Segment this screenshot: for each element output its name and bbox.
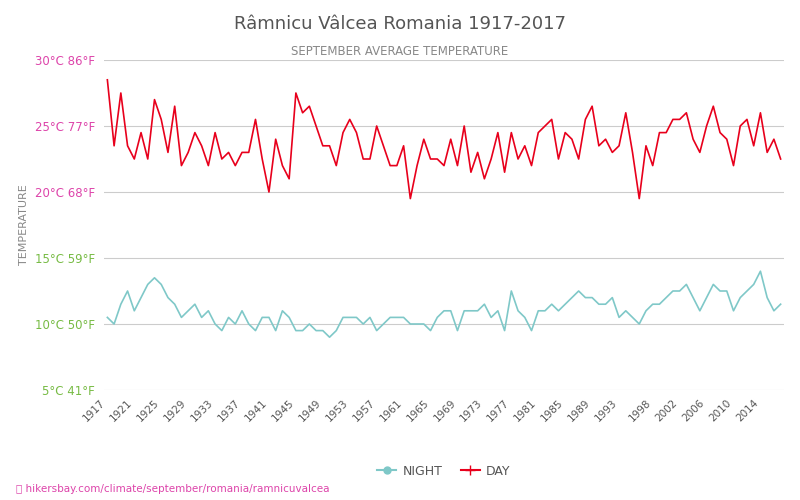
Legend: NIGHT, DAY: NIGHT, DAY	[373, 460, 515, 483]
Text: 📍 hikersbay.com/climate/september/romania/ramnicuvalcea: 📍 hikersbay.com/climate/september/romani…	[16, 484, 330, 494]
Text: SEPTEMBER AVERAGE TEMPERATURE: SEPTEMBER AVERAGE TEMPERATURE	[291, 45, 509, 58]
Y-axis label: TEMPERATURE: TEMPERATURE	[19, 184, 29, 266]
Text: Râmnicu Vâlcea Romania 1917-2017: Râmnicu Vâlcea Romania 1917-2017	[234, 15, 566, 33]
